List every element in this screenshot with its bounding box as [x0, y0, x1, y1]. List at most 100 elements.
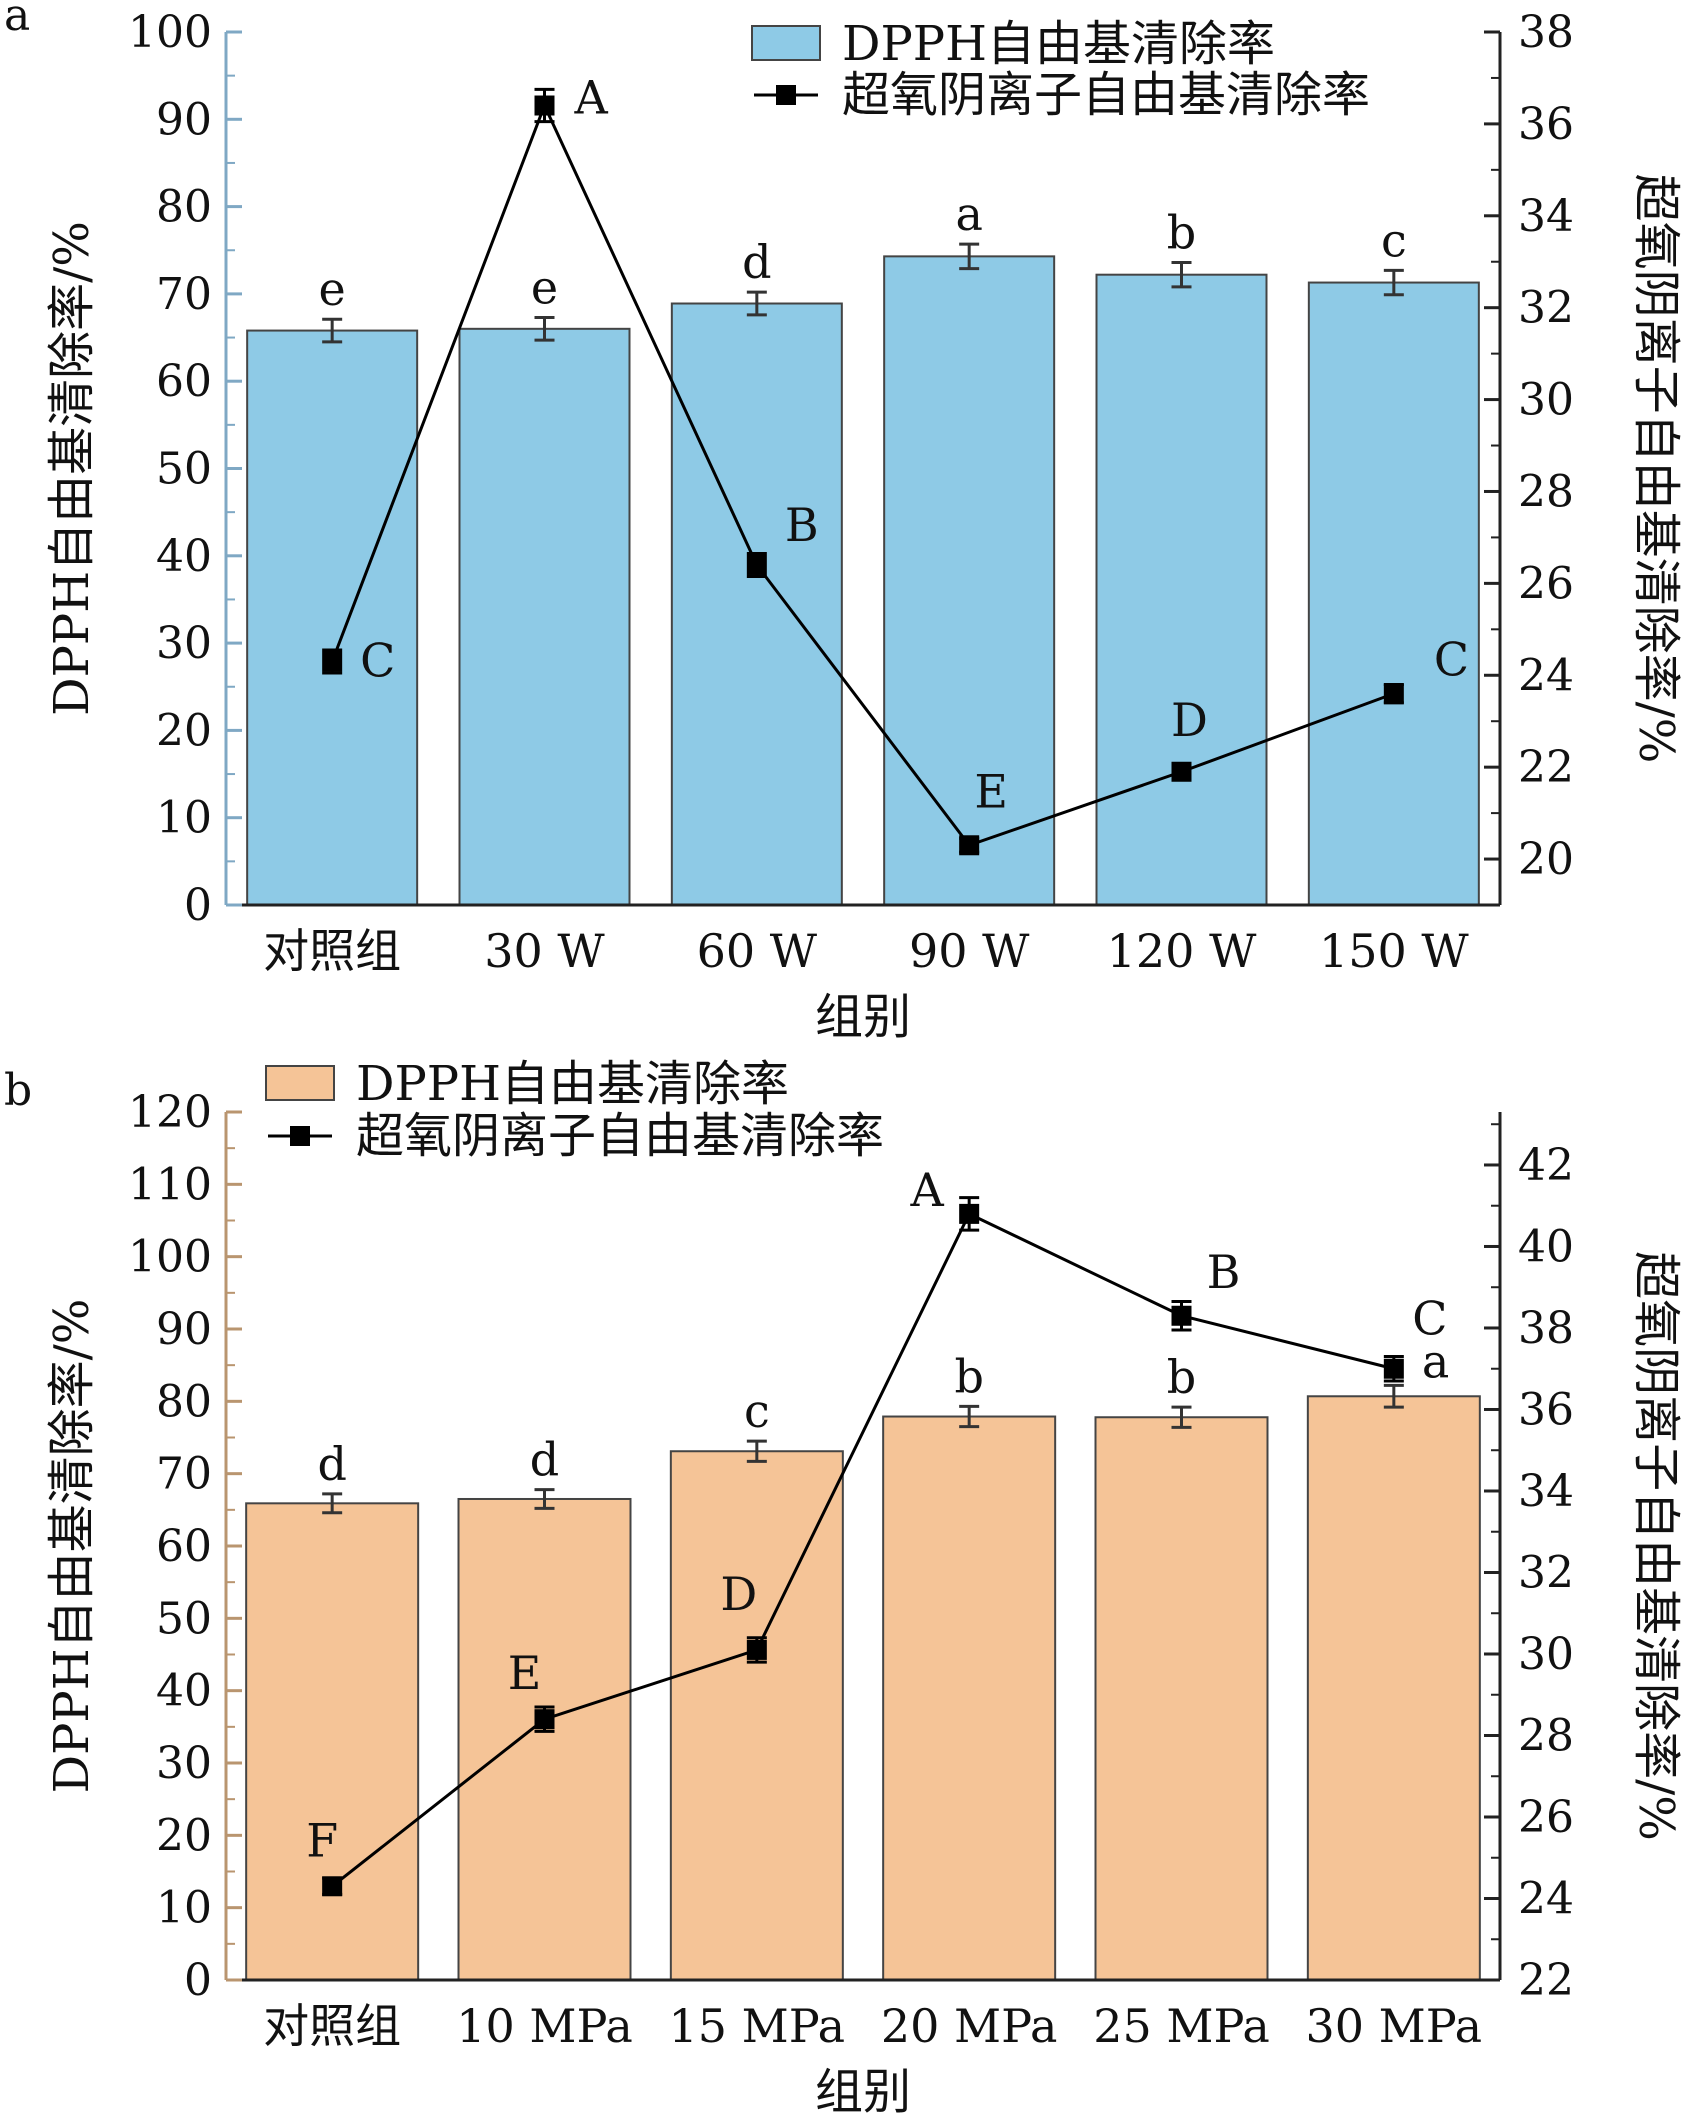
- right-tick-label: 20: [1518, 834, 1574, 885]
- bar: [670, 302, 843, 906]
- panel-label: a: [4, 0, 30, 41]
- panel-b: b d d c b b a F E D A B C 0 10 20 30 40 50 60 70 80 90 100 110 12…: [4, 1056, 1684, 2120]
- legend-bar-label: DPPH自由基清除率: [842, 16, 1275, 72]
- left-tick-label: 10: [156, 1883, 212, 1934]
- panel-a: a e e d a b c C A B E D C 0 10 20 30 40 50 60 70 80 90 100 20 22 2…: [4, 0, 1684, 1045]
- bar-significance-letter: e: [531, 260, 558, 314]
- left-tick-label: 20: [156, 1810, 212, 1861]
- left-tick-label: 30: [156, 1738, 212, 1789]
- line-marker: [322, 651, 343, 672]
- right-tick-label: 26: [1518, 1792, 1574, 1843]
- bar-significance-letter: d: [530, 1433, 559, 1487]
- line-marker: [534, 95, 555, 116]
- bar-significance-letter: e: [319, 262, 346, 316]
- line-significance-letter: A: [910, 1163, 945, 1217]
- right-tick-label: 22: [1518, 1955, 1574, 2006]
- right-tick-label: 40: [1518, 1221, 1574, 1272]
- bar: [882, 1415, 1057, 1981]
- bar: [458, 327, 631, 906]
- bar: [1095, 273, 1268, 907]
- bar: [1094, 1416, 1269, 1982]
- right-tick-label: 38: [1518, 1303, 1574, 1354]
- x-tick-label: 25 MPa: [1093, 1999, 1270, 2053]
- x-tick-label: 对照组: [263, 924, 401, 978]
- bar: [457, 1497, 632, 1981]
- left-tick-label: 70: [156, 1449, 212, 1500]
- left-axis-title: DPPH自由基清除率/%: [44, 1299, 100, 1794]
- left-tick-label: 80: [156, 182, 212, 233]
- bar: [1307, 281, 1480, 906]
- right-tick-label: 36: [1518, 1384, 1574, 1435]
- bar-significance-letter: b: [1167, 1350, 1196, 1404]
- left-tick-label: 10: [156, 793, 212, 844]
- panel-label: b: [4, 1065, 32, 1116]
- left-tick-label: 60: [156, 1521, 212, 1572]
- x-tick-label: 120 W: [1107, 924, 1257, 978]
- line-series: [331, 1211, 1395, 1888]
- right-tick-label: 32: [1518, 1547, 1574, 1598]
- bar-significance-letter: a: [955, 187, 982, 241]
- x-axis-title: 组别: [815, 2064, 911, 2120]
- right-tick-label: 42: [1518, 1140, 1574, 1191]
- left-tick-label: 80: [156, 1376, 212, 1427]
- line-significance-letter: D: [720, 1567, 757, 1621]
- x-tick-label: 对照组: [263, 1999, 401, 2053]
- bar: [883, 255, 1056, 906]
- line-significance-letter: C: [360, 633, 395, 687]
- line-significance-letter: B: [1207, 1245, 1241, 1299]
- right-tick-label: 34: [1518, 1466, 1574, 1517]
- legend-line-marker: [776, 85, 796, 105]
- left-tick-label: 90: [156, 94, 212, 145]
- left-tick-label: 100: [128, 7, 212, 58]
- left-tick-label: 110: [128, 1159, 212, 1210]
- legend-bar-swatch: [265, 1065, 335, 1101]
- legend-bar-label: DPPH自由基清除率: [356, 1056, 789, 1112]
- right-tick-label: 30: [1518, 1629, 1574, 1680]
- line-marker: [746, 1639, 767, 1660]
- line-significance-letter: C: [1434, 633, 1469, 687]
- bar-significance-letter: c: [1381, 213, 1407, 267]
- right-tick-label: 28: [1518, 1710, 1574, 1761]
- left-tick-label: 50: [156, 1593, 212, 1644]
- line-marker: [534, 1709, 555, 1730]
- left-tick-label: 40: [156, 531, 212, 582]
- line-significance-letter: A: [574, 71, 609, 125]
- x-tick-label: 30 W: [484, 924, 605, 978]
- right-tick-label: 24: [1518, 1873, 1574, 1924]
- legend-line-label: 超氧阴离子自由基清除率: [356, 1108, 884, 1164]
- left-tick-label: 0: [184, 880, 212, 931]
- left-tick-label: 120: [128, 1087, 212, 1138]
- line-series: [330, 101, 1395, 848]
- line-significance-letter: D: [1171, 693, 1208, 747]
- line-marker: [1383, 683, 1404, 704]
- right-tick-label: 24: [1518, 650, 1574, 701]
- bar-significance-letter: b: [954, 1349, 983, 1403]
- bar-significance-letter: b: [1167, 205, 1196, 259]
- line-marker: [959, 1203, 980, 1224]
- x-tick-label: 90 W: [909, 924, 1030, 978]
- left-tick-label: 100: [128, 1232, 212, 1283]
- right-tick-label: 30: [1518, 375, 1574, 426]
- left-tick-label: 90: [156, 1304, 212, 1355]
- left-tick-label: 20: [156, 705, 212, 756]
- x-tick-label: 20 MPa: [881, 1999, 1058, 2053]
- right-tick-label: 36: [1518, 99, 1574, 150]
- left-tick-label: 60: [156, 356, 212, 407]
- right-axis-title: 超氧阴离子自由基清除率/%: [1628, 174, 1684, 764]
- line-significance-letter: E: [974, 764, 1008, 818]
- line-marker: [1383, 1358, 1404, 1379]
- x-axis-title: 组别: [815, 989, 911, 1045]
- x-tick-label: 60 W: [697, 924, 818, 978]
- line-significance-letter: B: [785, 498, 819, 552]
- bar: [245, 1502, 420, 1982]
- bar-significance-letter: c: [744, 1384, 770, 1438]
- x-tick-label: 30 MPa: [1306, 1999, 1483, 2053]
- x-tick-label: 150 W: [1319, 924, 1469, 978]
- line-marker: [1171, 761, 1192, 782]
- bar: [246, 329, 419, 907]
- line-significance-letter: E: [508, 1646, 542, 1700]
- legend-line-marker: [290, 1126, 310, 1146]
- right-tick-label: 34: [1518, 191, 1574, 242]
- left-tick-label: 70: [156, 269, 212, 320]
- legend-bar-swatch: [751, 25, 821, 61]
